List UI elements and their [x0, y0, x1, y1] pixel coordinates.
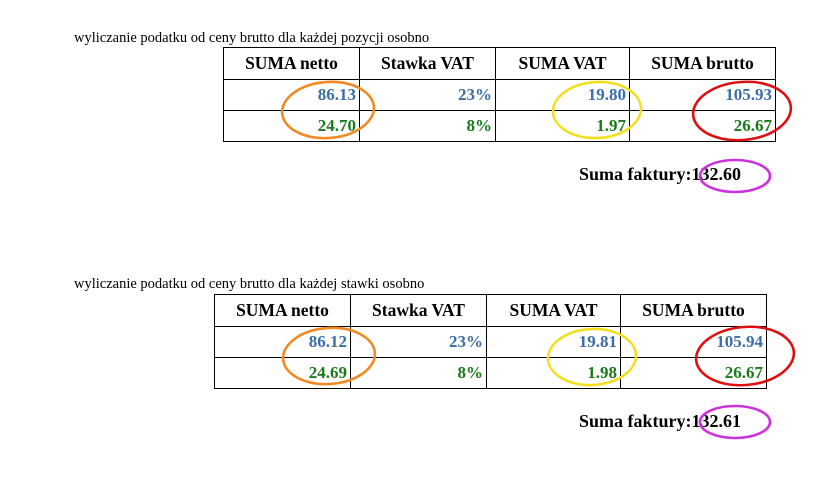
cell-vat: 1.98	[486, 357, 621, 389]
total-label: Suma faktury:	[579, 164, 692, 184]
cell-stawka: 8%	[350, 357, 487, 389]
table-row: 86.12 23% 19.81 105.94	[214, 326, 767, 358]
cell-vat: 19.80	[495, 79, 630, 111]
header-netto: SUMA netto	[223, 47, 360, 80]
header-row: SUMA netto Stawka VAT SUMA VAT SUMA brut…	[214, 294, 767, 327]
table-row: 24.70 8% 1.97 26.67	[223, 110, 776, 142]
cell-vat: 1.97	[495, 110, 630, 142]
header-row: SUMA netto Stawka VAT SUMA VAT SUMA brut…	[223, 47, 776, 80]
cell-netto: 86.13	[223, 79, 360, 111]
cell-vat: 19.81	[486, 326, 621, 358]
header-stawka: Stawka VAT	[350, 294, 487, 327]
cell-stawka: 23%	[350, 326, 487, 358]
cell-netto: 86.12	[214, 326, 351, 358]
section2-table: SUMA netto Stawka VAT SUMA VAT SUMA brut…	[214, 294, 767, 389]
section1-table: SUMA netto Stawka VAT SUMA VAT SUMA brut…	[223, 47, 776, 142]
table-row: 24.69 8% 1.98 26.67	[214, 357, 767, 389]
table-row: 86.13 23% 19.80 105.93	[223, 79, 776, 111]
total-value: 132.60	[691, 164, 742, 184]
cell-brutto: 105.94	[620, 326, 767, 358]
cell-brutto: 26.67	[629, 110, 776, 142]
total-value: 132.61	[691, 411, 742, 431]
cell-netto: 24.69	[214, 357, 351, 389]
section1-total: Suma faktury:132.60	[579, 164, 741, 185]
total-label: Suma faktury:	[579, 411, 692, 431]
cell-stawka: 8%	[359, 110, 496, 142]
header-netto: SUMA netto	[214, 294, 351, 327]
section2-caption: wyliczanie podatku od ceny brutto dla ka…	[74, 276, 425, 292]
section1-caption: wyliczanie podatku od ceny brutto dla ka…	[74, 30, 430, 46]
header-stawka: Stawka VAT	[359, 47, 496, 80]
cell-stawka: 23%	[359, 79, 496, 111]
header-brutto: SUMA brutto	[620, 294, 767, 327]
section2-total: Suma faktury:132.61	[579, 411, 741, 432]
header-vat: SUMA VAT	[486, 294, 621, 327]
cell-brutto: 105.93	[629, 79, 776, 111]
cell-netto: 24.70	[223, 110, 360, 142]
cell-brutto: 26.67	[620, 357, 767, 389]
header-vat: SUMA VAT	[495, 47, 630, 80]
header-brutto: SUMA brutto	[629, 47, 776, 80]
